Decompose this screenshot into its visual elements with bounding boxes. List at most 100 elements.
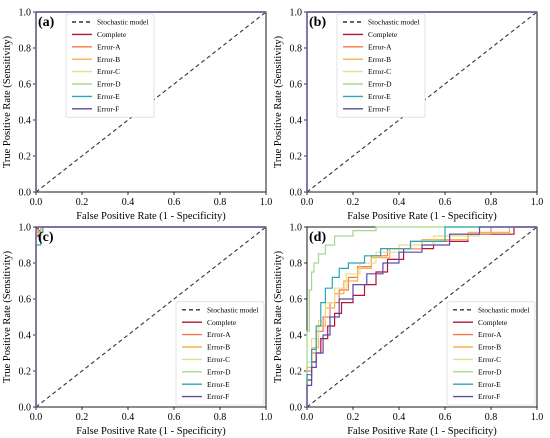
- y-tick-label: 0.4: [290, 331, 303, 342]
- series-line-error-d: [306, 226, 537, 407]
- legend-label: Error-B: [368, 55, 391, 64]
- series-line-error-f: [35, 226, 266, 407]
- legend-label: Error-E: [478, 380, 501, 389]
- x-tick-label: 0.4: [393, 412, 406, 423]
- y-tick-label: 0.8: [290, 44, 303, 55]
- x-tick-label: 0.6: [439, 412, 452, 423]
- series-line-error-e: [306, 226, 537, 407]
- legend-label: Error-A: [207, 330, 231, 339]
- legend-label: Error-D: [368, 80, 392, 89]
- x-tick-label: 0.8: [214, 412, 227, 423]
- x-tick-label: 0.4: [122, 197, 135, 208]
- x-tick-label: 0.0: [301, 412, 314, 423]
- legend-label: Error-F: [97, 104, 119, 113]
- legend: Stochastic model Complete Error-A Error-B Er…: [336, 13, 426, 118]
- y-tick-label: 0.8: [19, 259, 32, 270]
- legend-label: Error-D: [207, 367, 231, 376]
- x-tick-label: 1.0: [531, 412, 544, 423]
- panel-tag: (a): [38, 15, 55, 30]
- y-tick-label: 0.0: [19, 188, 32, 199]
- y-axis-title: True Positive Rate (Sensitivity): [273, 35, 284, 168]
- x-tick-label: 1.0: [531, 197, 544, 208]
- y-tick-label: 1.0: [290, 223, 303, 234]
- y-tick-label: 0.4: [19, 116, 32, 127]
- legend-label: Error-A: [368, 42, 392, 51]
- y-tick-label: 0.2: [19, 367, 32, 378]
- legend-label: Error-D: [97, 80, 121, 89]
- legend-label: Complete: [368, 30, 398, 39]
- panel-tag: (c): [38, 230, 54, 245]
- y-tick-label: 0.6: [19, 295, 32, 306]
- legend-label: Error-C: [478, 355, 501, 364]
- series-line-error-f: [306, 226, 537, 407]
- x-tick-label: 0.0: [30, 197, 43, 208]
- y-axis-title: True Positive Rate (Sensitivity): [2, 250, 13, 383]
- x-axis-title: False Positive Rate (1 - Specificity): [347, 211, 497, 222]
- legend-label: Error-B: [478, 343, 501, 352]
- y-tick-label: 0.6: [19, 80, 32, 91]
- x-tick-label: 0.4: [393, 197, 406, 208]
- roc-panel-3: 0.0 0.2 0.4 0.6 0.8 1.0 0.0 0.2 0.4 0.6 0.8 1.0 Fals…: [2, 223, 272, 438]
- legend-box: [175, 301, 265, 406]
- legend-label: Error-E: [97, 92, 120, 101]
- x-tick-label: 0.8: [485, 412, 498, 423]
- y-tick-label: 1.0: [19, 8, 32, 19]
- legend-label: Error-B: [207, 343, 230, 352]
- series-line-error-f: [306, 11, 537, 192]
- legend-label: Complete: [207, 318, 237, 327]
- legend-label: Stochastic model: [478, 305, 529, 314]
- legend-label: Error-C: [207, 355, 230, 364]
- y-tick-label: 0.0: [290, 188, 303, 199]
- legend-label: Stochastic model: [368, 18, 419, 27]
- legend-label: Error-C: [368, 67, 391, 76]
- y-tick-label: 1.0: [290, 8, 303, 19]
- x-tick-label: 0.2: [347, 197, 360, 208]
- x-tick-label: 0.6: [168, 412, 181, 423]
- x-tick-label: 0.2: [76, 412, 89, 423]
- y-tick-label: 0.4: [19, 331, 32, 342]
- legend-label: Error-A: [97, 42, 121, 51]
- x-tick-label: 0.2: [347, 412, 360, 423]
- legend-label: Error-B: [97, 55, 120, 64]
- x-axis-title: False Positive Rate (1 - Specificity): [76, 211, 226, 222]
- x-tick-label: 1.0: [260, 197, 273, 208]
- legend-box: [65, 13, 155, 118]
- legend-box: [446, 301, 536, 406]
- series-line-error-f: [35, 11, 266, 192]
- roc-panel-2: 0.0 0.2 0.4 0.6 0.8 1.0 0.0 0.2 0.4 0.6 0.8 1.0 Fals…: [273, 8, 543, 223]
- x-axis-title: False Positive Rate (1 - Specificity): [347, 426, 497, 437]
- y-tick-label: 0.6: [290, 295, 303, 306]
- legend-label: Error-E: [368, 92, 391, 101]
- panel-tag: (d): [309, 230, 326, 245]
- y-tick-label: 0.8: [290, 259, 303, 270]
- legend: Stochastic model Complete Error-A Error-B Er…: [175, 301, 265, 406]
- panel-tag: (b): [309, 15, 326, 30]
- x-tick-label: 1.0: [260, 412, 273, 423]
- legend-label: Stochastic model: [97, 18, 148, 27]
- y-axis-title: True Positive Rate (Sensitivity): [273, 250, 284, 383]
- legend-label: Error-F: [368, 104, 390, 113]
- legend-label: Error-A: [478, 330, 502, 339]
- y-tick-label: 0.2: [19, 152, 32, 163]
- x-tick-label: 0.6: [168, 197, 181, 208]
- legend-label: Error-D: [478, 367, 502, 376]
- x-axis-title: False Positive Rate (1 - Specificity): [76, 426, 226, 437]
- legend-label: Error-C: [97, 67, 120, 76]
- legend: Stochastic model Complete Error-A Error-B Er…: [65, 13, 155, 118]
- y-tick-label: 0.0: [290, 403, 303, 414]
- x-tick-label: 0.4: [122, 412, 135, 423]
- x-tick-label: 0.0: [301, 197, 314, 208]
- legend-box: [336, 13, 426, 118]
- legend-label: Stochastic model: [207, 305, 258, 314]
- y-tick-label: 0.2: [290, 367, 303, 378]
- x-tick-label: 0.8: [214, 197, 227, 208]
- y-tick-label: 0.4: [290, 116, 303, 127]
- y-tick-label: 0.8: [19, 44, 32, 55]
- x-tick-label: 0.0: [30, 412, 43, 423]
- series-line-error-b: [306, 226, 537, 407]
- y-tick-label: 0.2: [290, 152, 303, 163]
- roc-panel-1: 0.0 0.2 0.4 0.6 0.8 1.0 0.0 0.2 0.4 0.6 0.8 1.0 Fals…: [2, 8, 272, 223]
- x-tick-label: 0.6: [439, 197, 452, 208]
- legend-label: Complete: [97, 30, 127, 39]
